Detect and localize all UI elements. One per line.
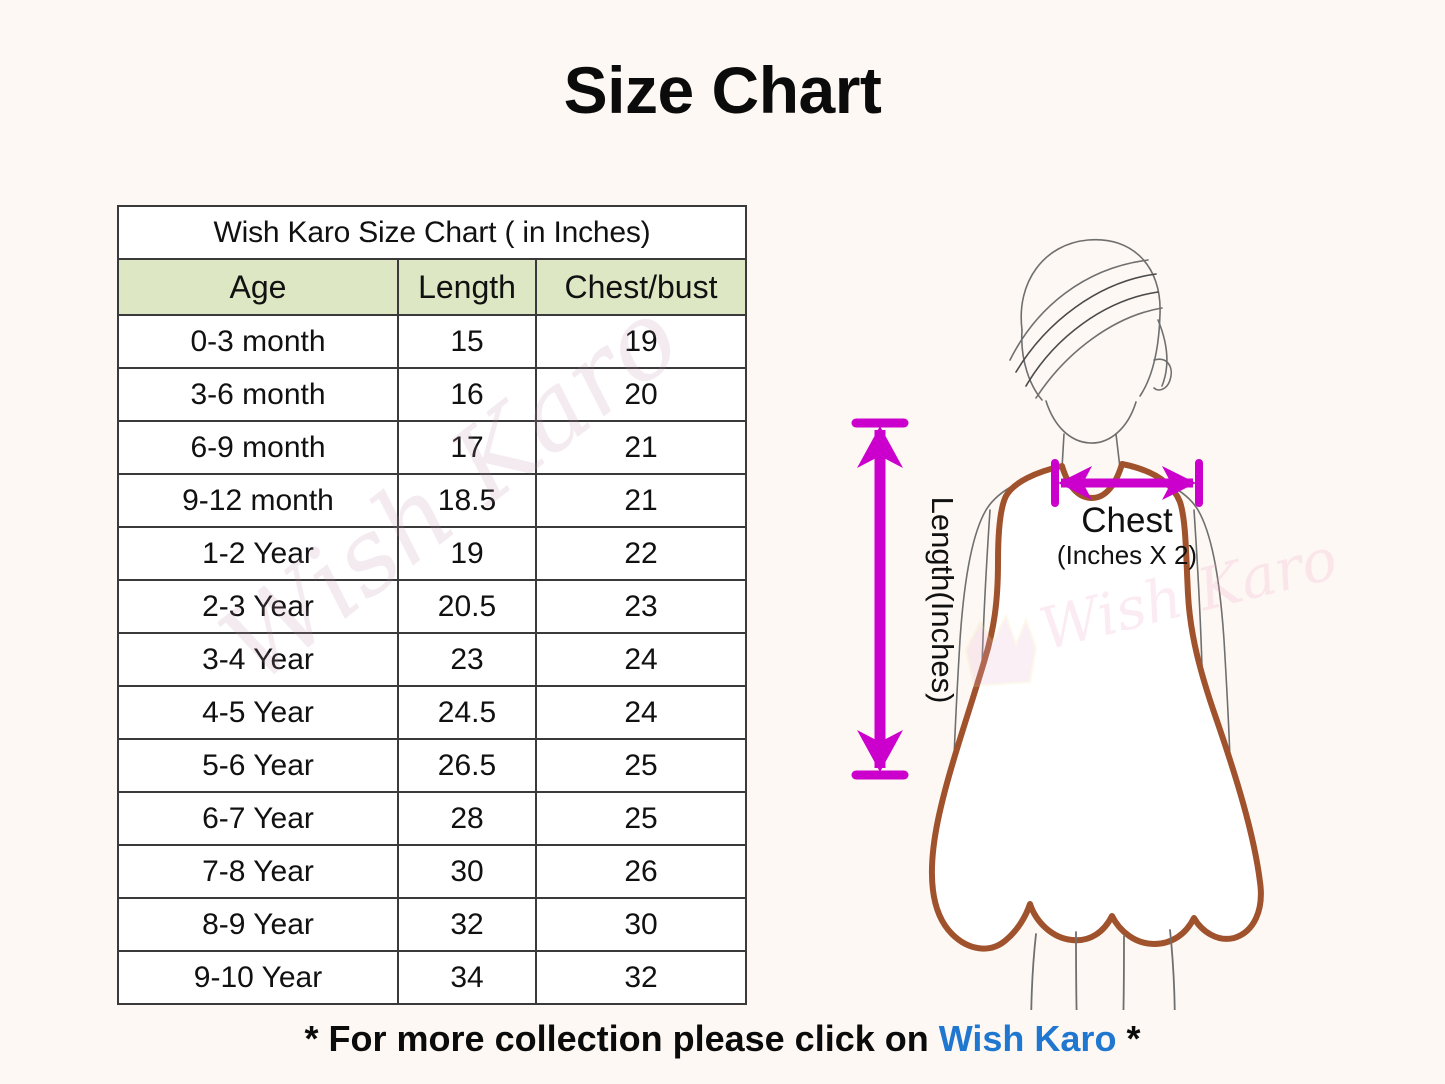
cell-age: 6-7 Year [117, 791, 399, 846]
cell-age: 9-10 Year [117, 950, 399, 1005]
cell-chest: 19 [535, 314, 747, 369]
table-row: 7-8 Year 30 26 [117, 844, 747, 899]
cell-age: 4-5 Year [117, 685, 399, 740]
cell-chest: 25 [535, 738, 747, 793]
size-chart-table: Wish Karo Size Chart ( in Inches) Age Le… [117, 205, 747, 1005]
cell-chest: 24 [535, 632, 747, 687]
cell-length: 32 [397, 897, 537, 952]
size-chart-table-container: Wish Karo Size Chart ( in Inches) Age Le… [117, 205, 747, 1005]
column-header-age: Age [117, 258, 399, 316]
footer-note: * For more collection please click on Wi… [0, 1018, 1445, 1060]
page-title: Size Chart [563, 53, 882, 127]
cell-chest: 24 [535, 685, 747, 740]
cell-length: 19 [397, 526, 537, 581]
table-row: 8-9 Year 32 30 [117, 897, 747, 952]
footer-suffix: * [1116, 1018, 1141, 1059]
cell-length: 16 [397, 367, 537, 422]
length-measurement-label: Length(Inches) [925, 497, 960, 704]
cell-age: 3-4 Year [117, 632, 399, 687]
table-caption-row: Wish Karo Size Chart ( in Inches) [117, 205, 747, 260]
cell-age: 0-3 month [117, 314, 399, 369]
table-header-row: Age Length Chest/bust [117, 258, 747, 316]
cell-age: 6-9 month [117, 420, 399, 475]
table-caption: Wish Karo Size Chart ( in Inches) [117, 205, 747, 260]
cell-length: 26.5 [397, 738, 537, 793]
table-row: 3-6 month 16 20 [117, 367, 747, 422]
cell-length: 34 [397, 950, 537, 1005]
table-row: 1-2 Year 19 22 [117, 526, 747, 581]
cell-age: 2-3 Year [117, 579, 399, 634]
figure-legs-icon [1030, 929, 1176, 1010]
cell-chest: 21 [535, 420, 747, 475]
cell-age: 8-9 Year [117, 897, 399, 952]
cell-chest: 21 [535, 473, 747, 528]
cell-age: 3-6 month [117, 367, 399, 422]
cell-chest: 22 [535, 526, 747, 581]
chest-measurement-sublabel: (Inches X 2) [1057, 540, 1197, 570]
cell-age: 5-6 Year [117, 738, 399, 793]
table-row: 2-3 Year 20.5 23 [117, 579, 747, 634]
chest-measurement-arrow [1051, 459, 1203, 507]
table-row: 9-12 month 18.5 21 [117, 473, 747, 528]
cell-length: 20.5 [397, 579, 537, 634]
cell-chest: 23 [535, 579, 747, 634]
footer-prefix: * For more collection please click on [304, 1018, 939, 1059]
dress-shape [928, 461, 1264, 952]
table-row: 3-4 Year 23 24 [117, 632, 747, 687]
cell-length: 24.5 [397, 685, 537, 740]
table-row: 6-9 month 17 21 [117, 420, 747, 475]
cell-length: 28 [397, 791, 537, 846]
cell-length: 18.5 [397, 473, 537, 528]
footer-brand-link[interactable]: Wish Karo [938, 1018, 1117, 1059]
cell-chest: 30 [535, 897, 747, 952]
table-row: 0-3 month 15 19 [117, 314, 747, 369]
table-row: 5-6 Year 26.5 25 [117, 738, 747, 793]
table-row: 9-10 Year 34 32 [117, 950, 747, 1005]
size-chart-table-body: Wish Karo Size Chart ( in Inches) Age Le… [117, 205, 747, 1005]
cell-chest: 20 [535, 367, 747, 422]
cell-age: 7-8 Year [117, 844, 399, 899]
cell-chest: 32 [535, 950, 747, 1005]
cell-age: 9-12 month [117, 473, 399, 528]
column-header-chest: Chest/bust [535, 258, 747, 316]
table-row: 6-7 Year 28 25 [117, 791, 747, 846]
cell-chest: 25 [535, 791, 747, 846]
cell-length: 15 [397, 314, 537, 369]
cell-age: 1-2 Year [117, 526, 399, 581]
cell-length: 17 [397, 420, 537, 475]
dress-measurement-illustration: Wish Karo Length(Inches) [840, 210, 1360, 1010]
column-header-length: Length [397, 258, 537, 316]
length-measurement-arrow [851, 418, 909, 780]
cell-chest: 26 [535, 844, 747, 899]
table-row: 4-5 Year 24.5 24 [117, 685, 747, 740]
cell-length: 23 [397, 632, 537, 687]
chest-measurement-label: Chest [1081, 501, 1173, 540]
cell-length: 30 [397, 844, 537, 899]
